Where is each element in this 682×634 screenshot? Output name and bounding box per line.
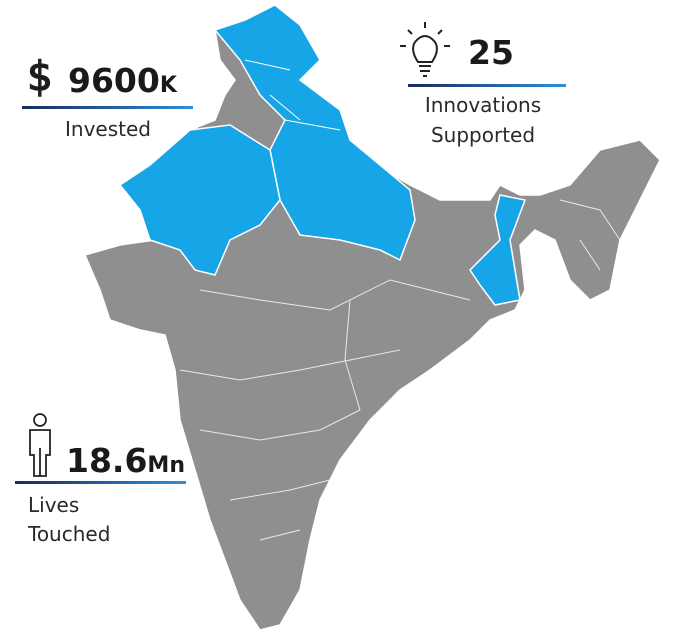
stat-label: Touched [27, 522, 110, 546]
india-map [83, 4, 661, 631]
stat-value: 18.6Mn [66, 441, 185, 480]
stat-value: 9600K [68, 61, 178, 100]
stat-invested: $ 9600K Invested [22, 53, 193, 141]
stat-label: Innovations [425, 93, 541, 117]
underline [408, 84, 566, 87]
stat-number: 9600 [68, 61, 160, 100]
dollar-icon: $ [27, 54, 52, 100]
stat-lives: 18.6Mn Lives Touched [15, 413, 186, 546]
stat-label: Lives [28, 493, 79, 517]
underline [15, 481, 186, 484]
stat-label: Invested [65, 117, 151, 141]
stat-unit: Mn [147, 453, 185, 478]
stat-number: 25 [468, 33, 514, 72]
stat-unit: K [160, 73, 178, 98]
stat-label: Supported [431, 123, 535, 147]
stat-innovations: 25 Innovations Supported [400, 22, 566, 147]
person-icon [29, 413, 51, 477]
bulb-icon [400, 22, 450, 77]
stat-number: 18.6 [66, 441, 147, 480]
underline [22, 106, 193, 109]
